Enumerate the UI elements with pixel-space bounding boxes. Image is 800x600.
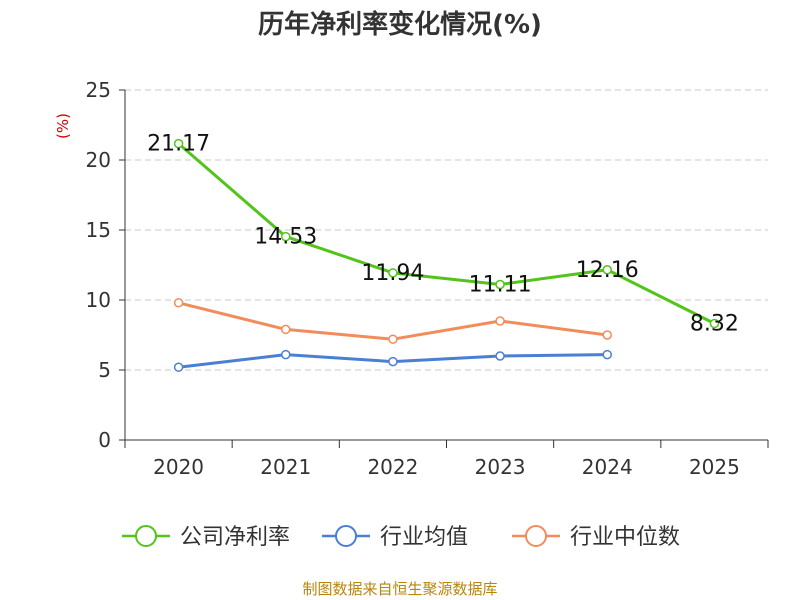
- series-group: [173, 138, 720, 372]
- x-tick-label: 2025: [689, 455, 740, 479]
- legend-marker: [135, 525, 157, 547]
- data-label: 8.32: [690, 312, 739, 337]
- data-point[interactable]: [173, 298, 184, 308]
- data-point[interactable]: [388, 356, 398, 367]
- y-tick-label: 0: [98, 428, 111, 452]
- x-tick-label: 2023: [475, 455, 526, 479]
- x-tick-label: 2022: [367, 455, 418, 479]
- series-line: [178, 301, 608, 341]
- x-tick-label: 2024: [582, 455, 633, 479]
- legend-label: 公司净利率: [180, 525, 290, 550]
- data-point[interactable]: [602, 349, 612, 360]
- data-label: 21.17: [147, 132, 210, 157]
- data-label: 14.53: [254, 225, 317, 250]
- data-label: 12.16: [576, 258, 639, 283]
- legend[interactable]: 公司净利率 行业均值 行业中位数: [122, 525, 680, 550]
- data-point[interactable]: [388, 268, 398, 278]
- data-point[interactable]: [495, 279, 505, 290]
- data-point[interactable]: [173, 138, 184, 149]
- legend-item[interactable]: 行业中位数: [512, 525, 680, 550]
- legend-label: 行业中位数: [570, 525, 680, 550]
- data-point[interactable]: [602, 330, 612, 340]
- y-tick-label: 20: [86, 148, 111, 172]
- chart-title: 历年净利率变化情况(%): [258, 10, 542, 40]
- legend-marker: [335, 525, 357, 547]
- source-note: 制图数据来自恒生聚源数据库: [302, 580, 498, 598]
- x-tick-label: 2021: [260, 455, 311, 479]
- legend-marker: [525, 525, 547, 547]
- data-label: 11.11: [469, 272, 532, 297]
- data-point[interactable]: [281, 324, 291, 335]
- x-tick-label: 2020: [153, 455, 204, 479]
- y-tick-label: 10: [86, 288, 111, 312]
- data-point[interactable]: [495, 316, 505, 326]
- legend-label: 行业均值: [380, 525, 468, 550]
- data-point[interactable]: [281, 349, 291, 360]
- data-labels: 21.17 14.53 11.94 11.11 12.16 8.32: [147, 132, 739, 337]
- data-point[interactable]: [495, 351, 505, 361]
- grid-lines: [125, 89, 768, 371]
- data-point[interactable]: [173, 362, 184, 372]
- data-point[interactable]: [602, 265, 612, 275]
- legend-item[interactable]: 行业均值: [322, 525, 468, 550]
- data-point[interactable]: [388, 334, 398, 344]
- data-point[interactable]: [281, 231, 291, 242]
- series-line: [177, 142, 716, 325]
- legend-item[interactable]: 公司净利率: [122, 525, 290, 550]
- y-tick-label: 25: [86, 78, 111, 102]
- data-label: 11.94: [361, 261, 424, 286]
- y-tick-label: 15: [86, 218, 111, 242]
- y-axis-label: (%): [54, 113, 72, 139]
- data-point[interactable]: [709, 318, 720, 329]
- y-tick-label: 5: [98, 358, 111, 382]
